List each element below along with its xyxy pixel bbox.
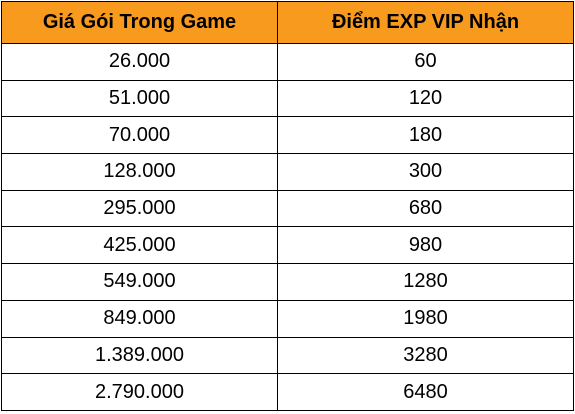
price-cell: 51.000 — [1, 79, 278, 118]
price-cell: 26.000 — [1, 43, 278, 81]
table-row: 549.000 1280 — [1, 263, 574, 301]
table-row: 26.000 60 — [1, 43, 574, 81]
price-cell: 128.000 — [1, 153, 278, 191]
table-row: 2.790.000 6480 — [1, 373, 574, 411]
exp-cell: 1280 — [277, 263, 574, 301]
price-cell: 2.790.000 — [1, 373, 278, 411]
exp-cell: 300 — [277, 153, 574, 191]
price-cell: 425.000 — [1, 226, 278, 265]
header-package-price: Giá Gói Trong Game — [1, 1, 278, 44]
price-cell: 1.389.000 — [1, 336, 278, 375]
exp-cell: 6480 — [277, 373, 574, 411]
table-row: 51.000 120 — [1, 79, 574, 118]
exp-cell: 3280 — [277, 336, 574, 375]
table-row: 1.389.000 3280 — [1, 336, 574, 375]
exp-cell: 60 — [277, 43, 574, 81]
exp-cell: 680 — [277, 189, 574, 228]
table-body: 26.000 60 51.000 120 70.000 180 128.000 … — [1, 43, 574, 411]
table-row: 425.000 980 — [1, 226, 574, 265]
price-cell: 849.000 — [1, 299, 278, 338]
price-cell: 70.000 — [1, 116, 278, 155]
exp-cell: 180 — [277, 116, 574, 155]
exp-cell: 980 — [277, 226, 574, 265]
table-row: 295.000 680 — [1, 189, 574, 228]
table-row: 70.000 180 — [1, 116, 574, 155]
exp-cell: 1980 — [277, 299, 574, 338]
table-row: 849.000 1980 — [1, 299, 574, 338]
exp-cell: 120 — [277, 79, 574, 118]
price-cell: 295.000 — [1, 189, 278, 228]
price-cell: 549.000 — [1, 263, 278, 301]
table-row: 128.000 300 — [1, 153, 574, 191]
header-vip-exp-points: Điểm EXP VIP Nhận — [277, 1, 574, 44]
table-header: Giá Gói Trong Game Điểm EXP VIP Nhận — [1, 1, 574, 44]
header-row: Giá Gói Trong Game Điểm EXP VIP Nhận — [1, 1, 574, 44]
